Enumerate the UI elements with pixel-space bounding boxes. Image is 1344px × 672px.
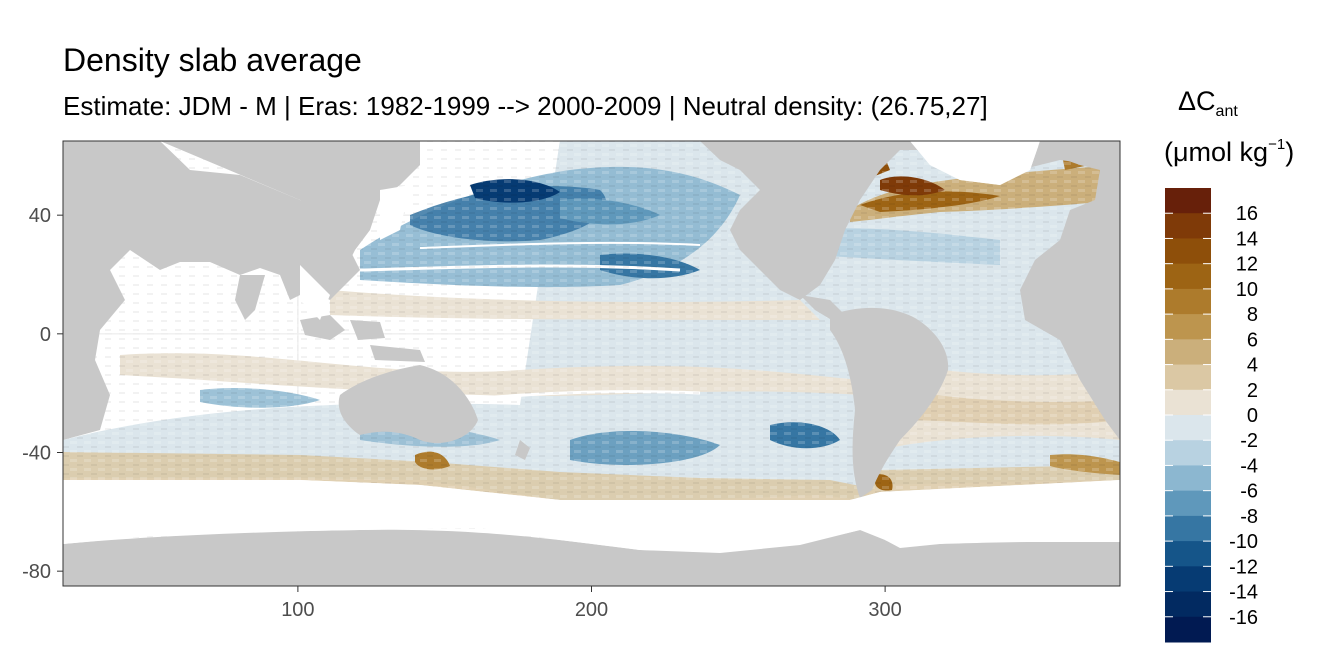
legend-label: -14 [1229, 582, 1258, 604]
legend-swatch [1165, 263, 1211, 290]
legend-label: 4 [1247, 355, 1258, 377]
land-masses [63, 141, 1120, 586]
chart-subtitle: Estimate: JDM - M | Eras: 1982-1999 --> … [63, 91, 988, 121]
legend-swatch [1165, 188, 1211, 214]
legend-swatch [1165, 389, 1211, 416]
x-tick-label: 100 [281, 599, 314, 621]
legend-swatch [1165, 616, 1211, 643]
legend-label: 16 [1236, 203, 1258, 225]
legend-colorbar [1165, 188, 1211, 643]
chart-title: Density slab average [63, 42, 362, 78]
legend-swatch [1165, 566, 1211, 593]
legend-swatch [1165, 515, 1211, 542]
legend-unit-sup: −1 [1268, 136, 1286, 153]
legend-label: 6 [1247, 329, 1258, 351]
legend-swatch [1165, 314, 1211, 340]
legend-swatch [1165, 364, 1211, 391]
legend-swatch [1165, 415, 1211, 441]
legend-label: -16 [1229, 607, 1258, 629]
legend-swatch [1165, 288, 1211, 315]
legend-swatch [1165, 541, 1211, 567]
legend-label: -8 [1240, 506, 1258, 528]
legend-label: -12 [1229, 556, 1258, 578]
legend-swatch [1165, 490, 1211, 517]
legend-unit-prefix: (μmol kg [1164, 137, 1269, 167]
legend-title-sub: ant [1215, 103, 1238, 120]
legend-swatch [1165, 238, 1211, 265]
x-tick-label: 300 [868, 599, 901, 621]
legend-label: 2 [1247, 380, 1258, 402]
legend-unit-suffix: ) [1285, 137, 1295, 167]
legend-unit: (μmol kg−1) [1164, 136, 1294, 168]
legend-label: -2 [1240, 430, 1258, 452]
legend-label: 0 [1247, 405, 1258, 427]
legend-label: 10 [1236, 279, 1258, 301]
legend-label: 8 [1247, 304, 1258, 326]
legend-label: 14 [1236, 228, 1258, 250]
legend-label: -10 [1229, 531, 1258, 553]
legend-label: 12 [1236, 254, 1258, 276]
legend-swatch [1165, 440, 1211, 466]
legend-swatch [1165, 465, 1211, 492]
y-tick-label: 40 [29, 205, 51, 227]
legend-swatch [1165, 339, 1211, 366]
legend-labels: 16 14 12 10 8 6 4 2 0 -2 -4 -6 -8 -10 -12 -14 -16 [1165, 203, 1258, 629]
legend-swatch [1165, 591, 1211, 618]
legend-title: ΔCant [1178, 86, 1238, 121]
legend-label: -4 [1240, 455, 1258, 477]
no-data-areas [63, 141, 1120, 553]
x-axis: 100 200 300 [281, 586, 902, 621]
y-tick-label: 0 [40, 324, 51, 346]
legend-title-main: ΔC [1178, 86, 1216, 116]
legend-swatch [1165, 213, 1211, 239]
y-tick-label: -40 [22, 443, 51, 465]
y-axis: 40 0 -40 -80 [22, 205, 63, 583]
x-tick-label: 200 [575, 599, 608, 621]
y-tick-label: -80 [22, 561, 51, 583]
legend-label: -6 [1240, 481, 1258, 503]
